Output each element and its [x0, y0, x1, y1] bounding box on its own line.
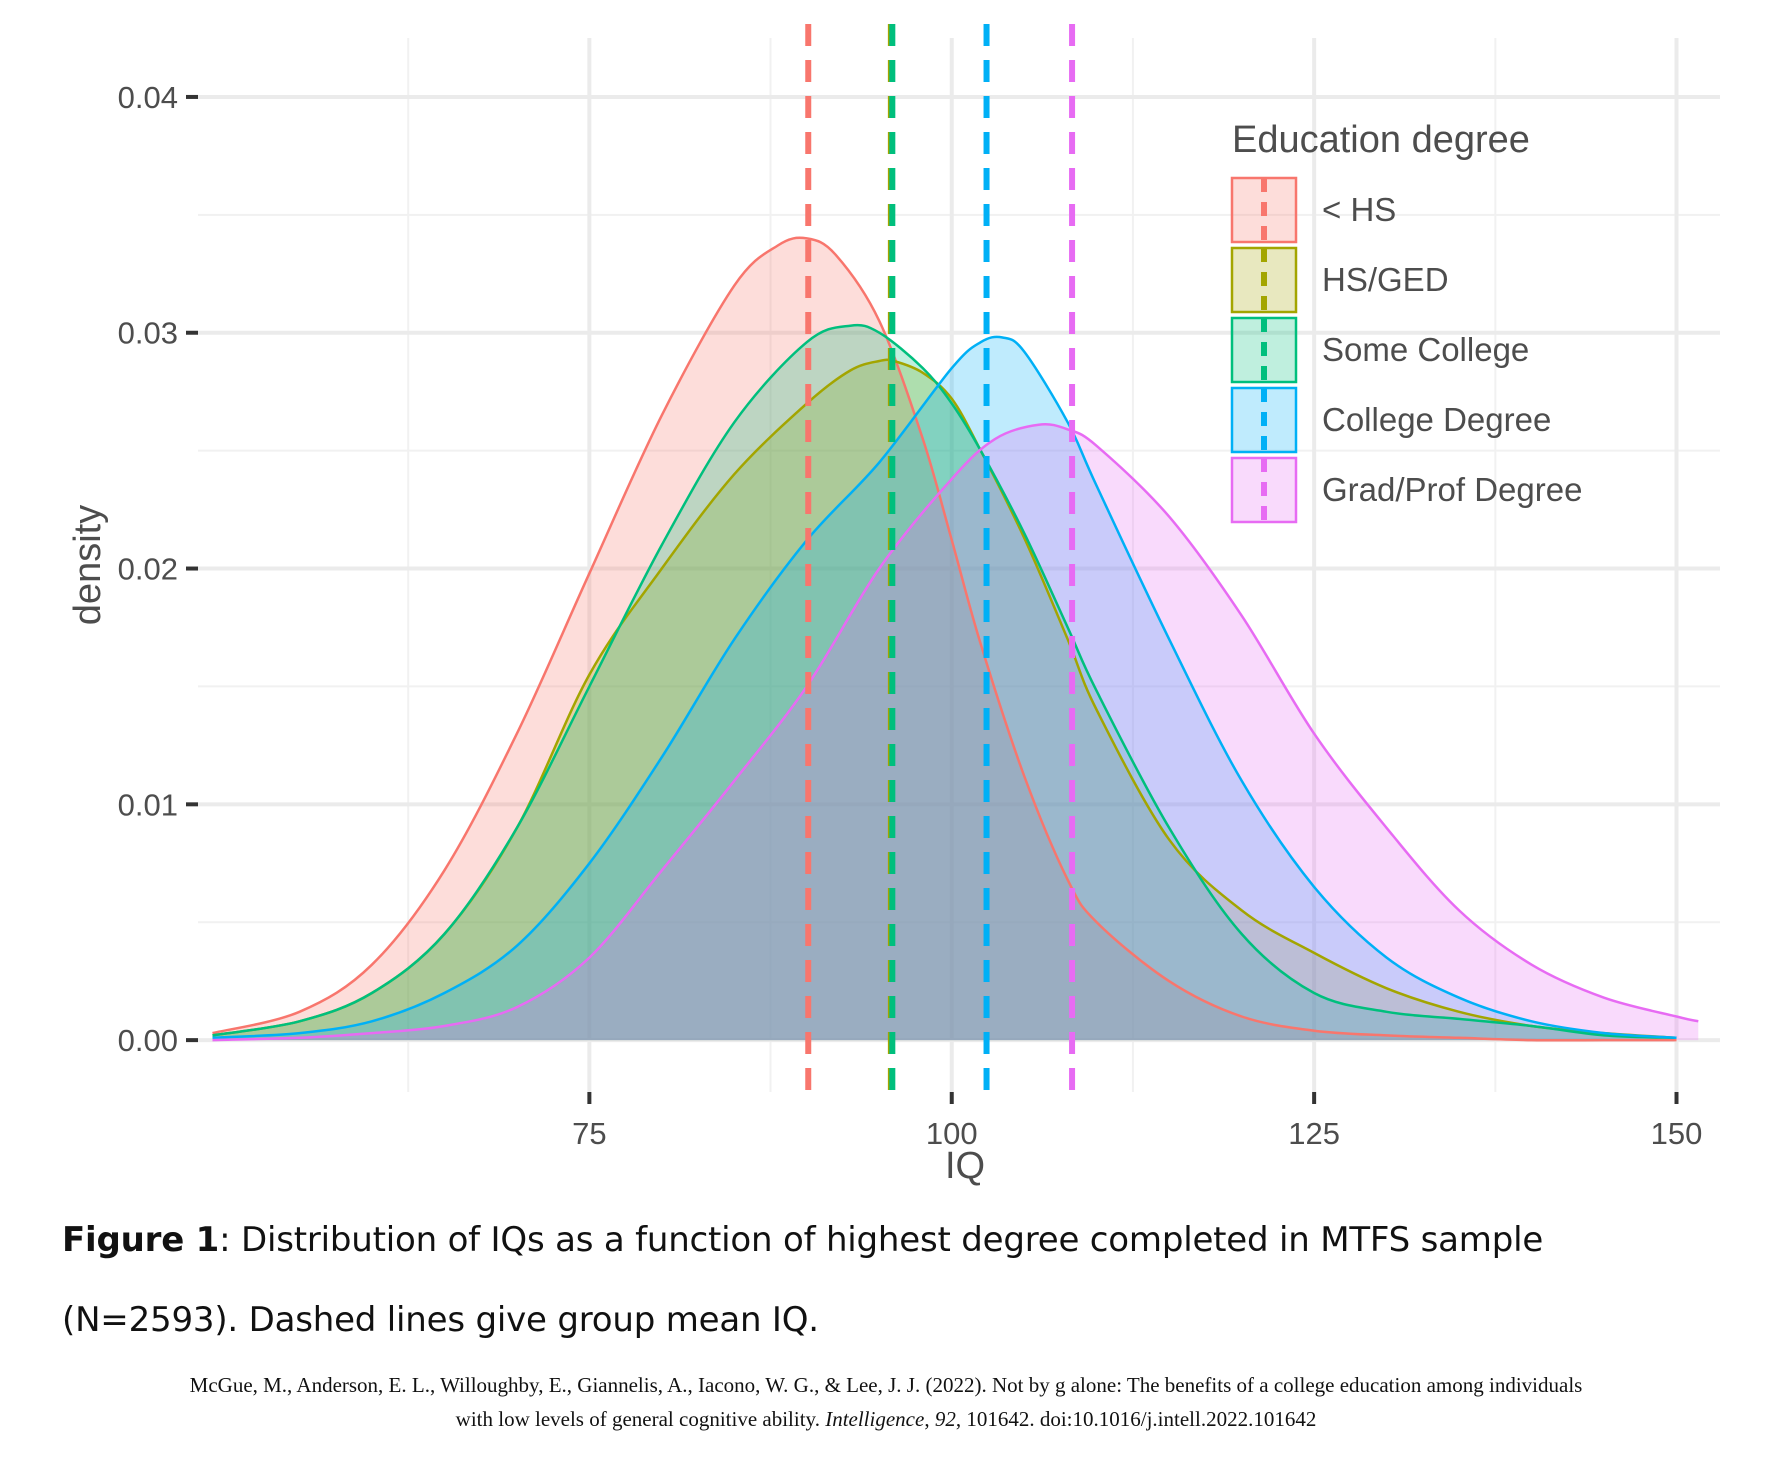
x-tick-label: 75: [572, 1116, 606, 1151]
legend: Education degree < HS HS/GED Some College C…: [1230, 119, 1582, 524]
legend-label-some-college: Some College: [1322, 331, 1529, 368]
x-tick-label: 150: [1651, 1116, 1703, 1151]
y-tick-label: 0.01: [118, 787, 178, 822]
y-axis: 0.00 0.01 0.02 0.03 0.04: [118, 80, 198, 1058]
density-area-college-degree: [212, 336, 1677, 1041]
density-line-college-degree: [212, 335, 1677, 1040]
caption-text: : Distribution of IQs as a function of h…: [219, 1220, 1544, 1260]
citation-line-1: McGue, M., Anderson, E. L., Willoughby, …: [189, 1373, 1583, 1397]
density-area-grad-prof-degree: [212, 424, 1699, 1041]
citation-sep: ,: [924, 1407, 935, 1431]
density-area-some-college: [212, 325, 1677, 1041]
density-line-some-college: [212, 323, 1677, 1040]
caption-label: Figure 1: [62, 1220, 220, 1260]
citation-pre-journal: with low levels of general cognitive abi…: [455, 1407, 826, 1431]
figure-caption-line2: (N=2593). Dashed lines give group mean I…: [62, 1300, 1742, 1340]
legend-label-grad-prof-degree: Grad/Prof Degree: [1322, 471, 1582, 508]
legend-label-hs: < HS: [1322, 191, 1396, 228]
citation-post: , 101642. doi:10.1016/j.intell.2022.1016…: [955, 1407, 1317, 1431]
caption-text-2: (N=2593). Dashed lines give group mean I…: [62, 1300, 819, 1340]
x-axis-title: IQ: [945, 1145, 985, 1187]
iq-density-chart: 0.00 0.01 0.02 0.03 0.04 75 100 125 150 IQ dens…: [67, 24, 1720, 1187]
y-tick-label: 0.04: [118, 80, 178, 115]
figure-caption: Figure 1: Distribution of IQs as a funct…: [62, 1220, 1742, 1260]
citation-journal: Intelligence: [825, 1407, 925, 1431]
x-axis: 75 100 125 150: [572, 1092, 1702, 1151]
legend-label-college-degree: College Degree: [1322, 401, 1551, 438]
density-line-grad-prof-degree: [212, 423, 1699, 1042]
legend-label-hs-ged: HS/GED: [1322, 261, 1449, 298]
density-outlines: [212, 236, 1699, 1042]
citation-volume: 92: [934, 1407, 956, 1431]
x-tick-label: 125: [1288, 1116, 1340, 1151]
density-areas: [212, 237, 1699, 1041]
y-tick-label: 0.02: [118, 552, 178, 587]
y-axis-title: density: [67, 505, 109, 625]
citation: McGue, M., Anderson, E. L., Willoughby, …: [0, 1368, 1772, 1436]
legend-title: Education degree: [1232, 119, 1530, 161]
density-line-hs: [212, 236, 1677, 1042]
y-tick-label: 0.03: [118, 316, 178, 351]
density-area-hs-ged: [212, 359, 1677, 1041]
density-area-hs: [212, 237, 1677, 1041]
x-tick-label: 100: [926, 1116, 978, 1151]
y-tick-label: 0.00: [118, 1023, 178, 1058]
citation-line-2: with low levels of general cognitive abi…: [0, 1402, 1772, 1436]
